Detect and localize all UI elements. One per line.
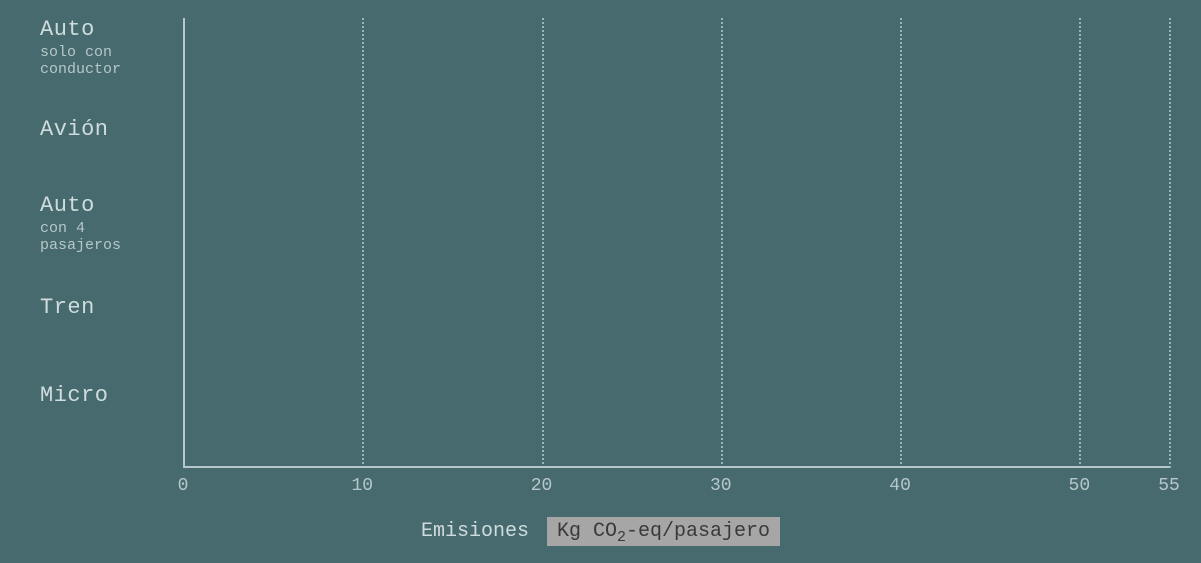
x-axis-title: Emisiones Kg CO2-eq/pasajero xyxy=(0,520,1201,546)
gridline-55 xyxy=(1169,18,1171,468)
emissions-bar-chart: Auto solo conconductor Avión Auto con 4p… xyxy=(0,0,1201,563)
y-label-main: Micro xyxy=(40,384,170,408)
x-axis-ticks: 0 10 20 30 40 50 55 xyxy=(183,476,1169,506)
y-label: Auto solo conconductor xyxy=(40,18,170,79)
x-axis-baseline xyxy=(183,466,1169,468)
x-tick: 55 xyxy=(1158,476,1180,496)
x-tick: 0 xyxy=(178,476,189,496)
y-label: Micro xyxy=(40,384,170,408)
y-label: Auto con 4pasajeros xyxy=(40,194,170,255)
y-label-main: Tren xyxy=(40,296,170,320)
x-tick: 30 xyxy=(710,476,732,496)
x-tick: 50 xyxy=(1069,476,1091,496)
y-axis-labels: Auto solo conconductor Avión Auto con 4p… xyxy=(40,18,170,468)
x-tick: 40 xyxy=(889,476,911,496)
y-label-main: Auto xyxy=(40,18,170,42)
gridline-20 xyxy=(542,18,544,468)
y-label: Tren xyxy=(40,296,170,320)
x-tick: 20 xyxy=(531,476,553,496)
y-label: Avión xyxy=(40,118,170,142)
gridline-10 xyxy=(362,18,364,468)
x-tick: 10 xyxy=(351,476,373,496)
x-axis-title-prefix: Emisiones xyxy=(421,520,529,543)
x-axis-title-unit: Kg CO2-eq/pasajero xyxy=(547,517,780,546)
gridline-50 xyxy=(1079,18,1081,468)
plot-area xyxy=(183,18,1169,468)
gridline-0 xyxy=(183,18,185,468)
gridline-40 xyxy=(900,18,902,468)
y-label-sub: con 4pasajeros xyxy=(40,220,170,255)
gridline-30 xyxy=(721,18,723,468)
y-label-main: Avión xyxy=(40,118,170,142)
y-label-sub: solo conconductor xyxy=(40,44,170,79)
y-label-main: Auto xyxy=(40,194,170,218)
